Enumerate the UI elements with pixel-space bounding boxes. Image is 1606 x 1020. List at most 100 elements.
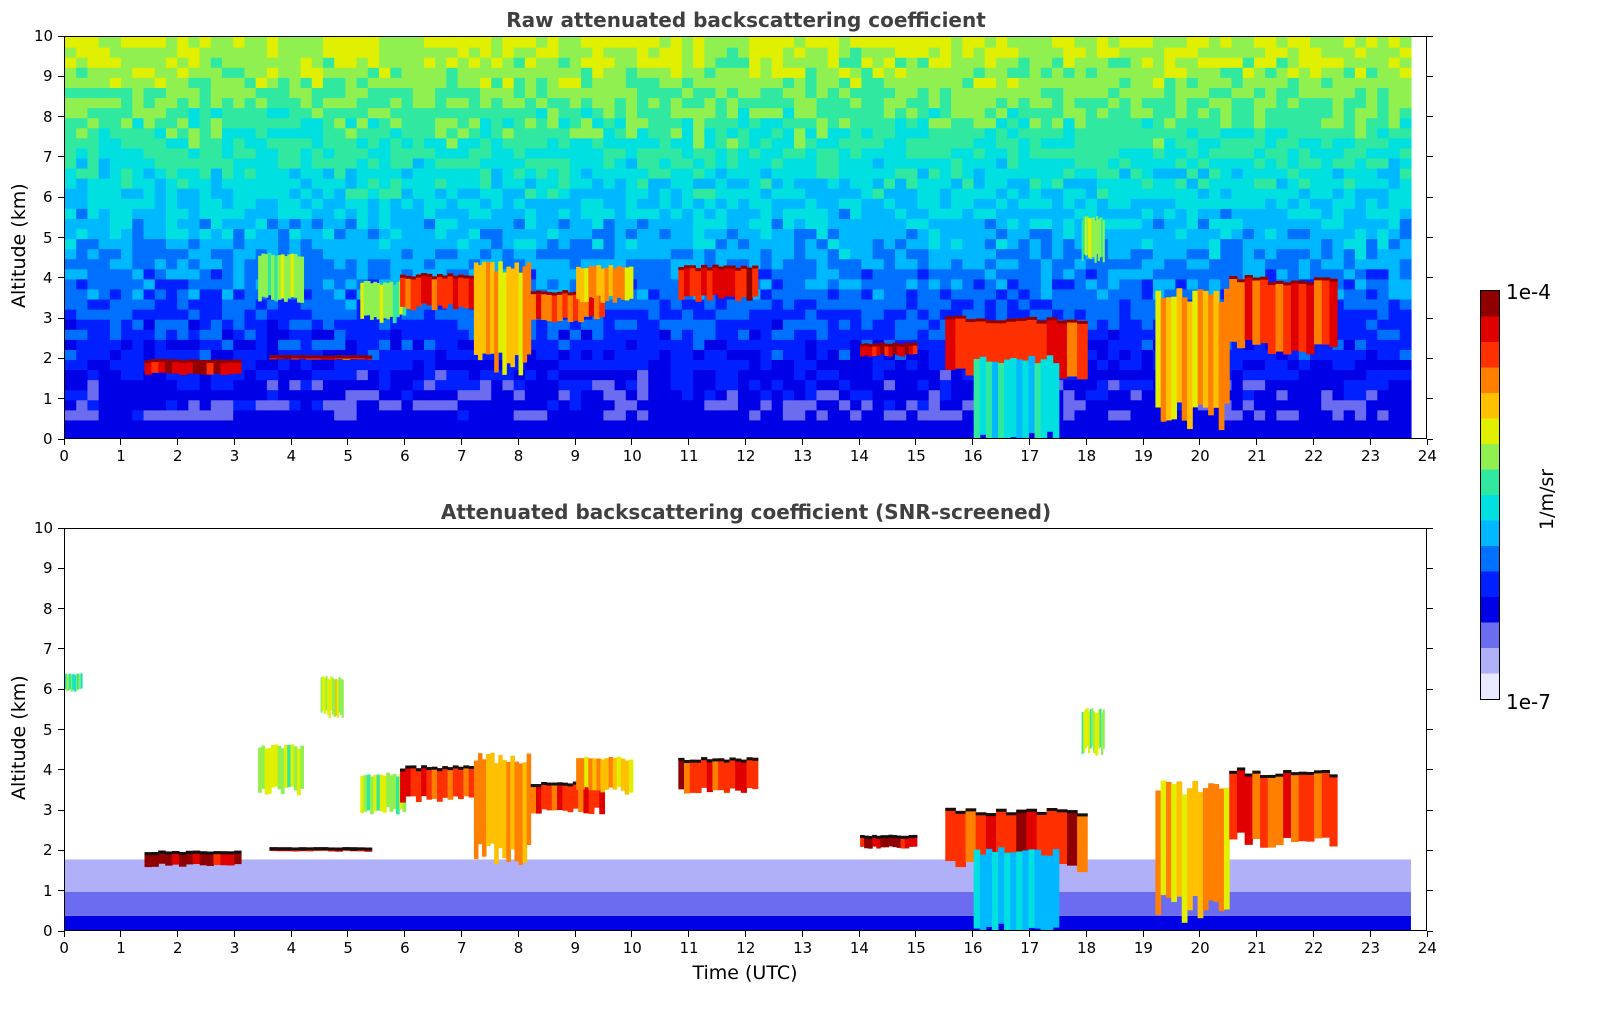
x-tick-label: 6	[400, 447, 410, 465]
cloud-feature	[973, 355, 1060, 438]
x-tick-label: 11	[679, 939, 699, 957]
x-tick-label: 9	[570, 447, 581, 465]
colorbar-min-label: 1e-7	[1506, 690, 1551, 714]
y-tick	[58, 890, 64, 892]
x-tick	[517, 931, 519, 937]
y-tick	[58, 438, 64, 440]
cloud-feature	[144, 358, 242, 376]
cloud-feature	[320, 676, 344, 719]
cloud-feature	[258, 744, 305, 796]
y-tick-right	[1427, 890, 1433, 892]
y-tick	[58, 608, 64, 610]
y-tick-right	[1427, 35, 1433, 37]
x-tick-label: 23	[1361, 447, 1381, 465]
x-tick-label: 12	[736, 447, 756, 465]
y-tick	[58, 317, 64, 319]
x-tick-label: 2	[172, 939, 183, 957]
y-tick-right	[1427, 196, 1433, 198]
cloud-feature	[860, 834, 918, 849]
bottom-y-axis-label: Altitude (km)	[8, 675, 30, 800]
x-tick	[1426, 439, 1428, 445]
x-tick-label: 4	[286, 939, 297, 957]
y-tick-label: 6	[43, 188, 53, 207]
y-tick-right	[1427, 75, 1433, 77]
x-tick-label: 0	[59, 939, 69, 957]
x-tick-label: 21	[1247, 939, 1267, 957]
y-tick	[58, 75, 64, 77]
y-tick-label: 3	[43, 801, 53, 820]
y-tick	[58, 398, 64, 400]
x-tick	[347, 931, 349, 937]
x-tick	[63, 439, 65, 445]
x-tick-label: 10	[622, 939, 642, 957]
x-tick-label: 10	[622, 447, 642, 465]
x-tick	[290, 931, 292, 937]
y-tick-right	[1427, 527, 1433, 529]
x-tick	[1199, 931, 1201, 937]
x-tick	[915, 931, 917, 937]
y-tick	[58, 567, 64, 569]
y-tick-label: 10	[34, 27, 54, 45]
x-tick	[290, 439, 292, 445]
x-tick-label: 6	[400, 939, 410, 957]
y-tick-label: 3	[43, 309, 53, 328]
y-tick-right	[1427, 930, 1433, 932]
y-tick	[58, 277, 64, 279]
x-tick	[517, 439, 519, 445]
y-tick-right	[1427, 567, 1433, 569]
x-tick-label: 3	[229, 939, 240, 957]
x-tick-label: 17	[1020, 939, 1040, 957]
y-tick-right	[1427, 237, 1433, 238]
x-tick-label: 22	[1304, 939, 1324, 957]
x-tick-label: 8	[513, 447, 524, 465]
x-tick	[915, 439, 917, 445]
x-tick	[1312, 931, 1314, 937]
x-tick	[1142, 439, 1144, 445]
x-tick-label: 22	[1304, 447, 1324, 465]
x-tick	[177, 931, 179, 937]
y-tick	[58, 35, 64, 37]
colorbar-max-label: 1e-4	[1506, 280, 1551, 304]
x-tick	[1199, 439, 1201, 445]
y-tick-right	[1427, 729, 1433, 730]
y-tick-label: 1	[43, 389, 53, 408]
x-tick-label: 4	[286, 447, 297, 465]
y-tick-label: 4	[43, 268, 53, 287]
x-tick	[688, 439, 690, 445]
y-tick-label: 10	[34, 519, 54, 537]
cloud-feature	[678, 264, 759, 302]
cloud-feature	[945, 807, 1088, 873]
y-tick	[58, 357, 64, 359]
x-tick-label: 3	[229, 447, 240, 465]
y-tick	[58, 648, 64, 650]
x-tick-label: 20	[1190, 447, 1210, 465]
x-tick	[1028, 931, 1030, 937]
x-tick-label: 11	[679, 447, 699, 465]
y-tick-label: 0	[43, 922, 53, 940]
x-tick-label: 9	[570, 939, 581, 957]
x-axis-label: Time (UTC)	[692, 962, 798, 984]
x-tick	[404, 931, 406, 937]
y-tick-right	[1427, 116, 1433, 118]
x-tick	[801, 439, 803, 445]
y-tick-right	[1427, 608, 1433, 610]
y-tick	[58, 809, 64, 811]
bottom-heatmap-plot	[64, 528, 1427, 931]
x-tick	[858, 439, 860, 445]
x-tick-label: 17	[1020, 447, 1040, 465]
cloud-feature	[530, 781, 606, 815]
x-tick	[1312, 439, 1314, 445]
x-tick	[858, 931, 860, 937]
cloud-feature	[360, 772, 407, 815]
y-tick	[58, 930, 64, 932]
cloud-feature	[945, 315, 1088, 380]
x-tick	[177, 439, 179, 445]
x-tick	[574, 931, 576, 937]
x-tick-label: 13	[793, 447, 813, 465]
x-tick-label: 23	[1361, 939, 1381, 957]
y-tick-right	[1427, 398, 1433, 400]
x-tick-label: 18	[1077, 939, 1097, 957]
colorbar-unit-label: 1/m/sr	[1536, 468, 1558, 530]
x-tick-label: 24	[1417, 939, 1437, 957]
heatmap-canvas	[65, 37, 1412, 438]
